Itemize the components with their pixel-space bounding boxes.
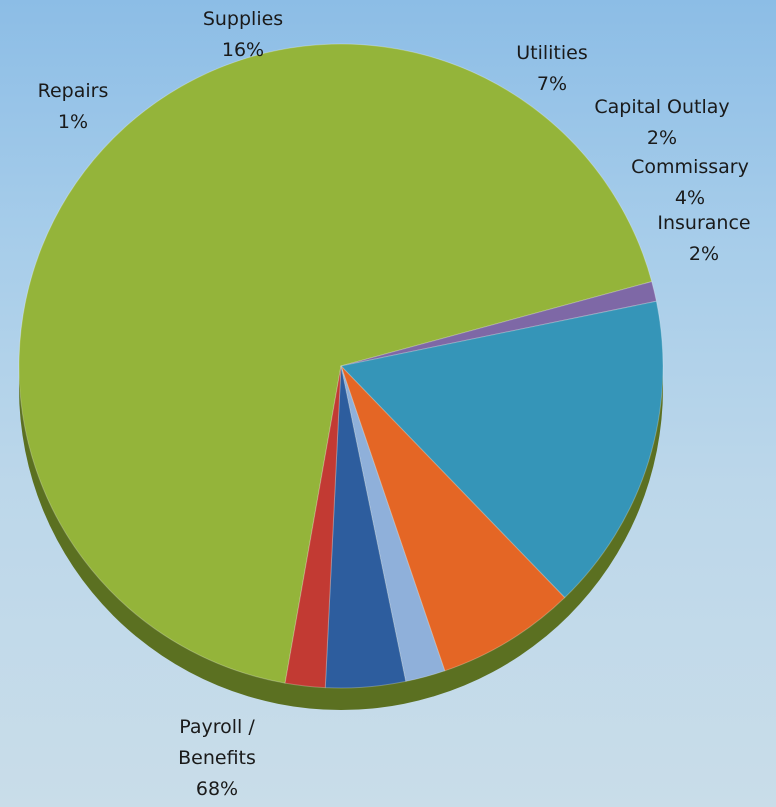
pie-slice-capital-outlay: [340, 365, 446, 683]
label-repairs: Repairs 1%: [38, 76, 109, 138]
label-payroll-benefits-line1: Payroll /: [179, 716, 255, 738]
label-supplies: Supplies 16%: [203, 4, 283, 66]
label-capital-outlay-name: Capital Outlay: [594, 96, 730, 118]
pie-slices: [18, 43, 664, 689]
label-utilities-name: Utilities: [516, 42, 588, 64]
pie-slice-repairs: [340, 280, 658, 367]
label-repairs-value: 1%: [57, 111, 89, 133]
label-utilities: Utilities 7%: [516, 38, 588, 100]
label-commissary-name: Commissary: [631, 156, 749, 178]
pie-slice-utilities: [340, 365, 566, 672]
label-payroll-benefits-line2: Benefits: [178, 747, 256, 769]
label-payroll-benefits-value: 68%: [195, 778, 239, 800]
label-commissary: Commissary 4%: [631, 152, 749, 214]
label-payroll-benefits: Payroll / Benefits 68%: [178, 712, 256, 805]
pie-slice-payroll-benefits: [18, 43, 653, 684]
label-capital-outlay-value: 2%: [646, 127, 678, 149]
label-supplies-value: 16%: [221, 39, 265, 61]
label-supplies-name: Supplies: [202, 8, 284, 30]
label-capital-outlay: Capital Outlay 2%: [594, 92, 729, 154]
label-commissary-value: 4%: [674, 187, 706, 209]
label-insurance-name: Insurance: [657, 212, 751, 234]
label-repairs-name: Repairs: [37, 80, 109, 102]
pie-slice-commissary: [324, 365, 407, 689]
pie-slice-insurance: [284, 365, 342, 689]
label-insurance-value: 2%: [688, 243, 720, 265]
label-utilities-value: 7%: [536, 73, 568, 95]
pie-slice-supplies: [340, 300, 664, 599]
label-insurance: Insurance 2%: [657, 208, 750, 270]
